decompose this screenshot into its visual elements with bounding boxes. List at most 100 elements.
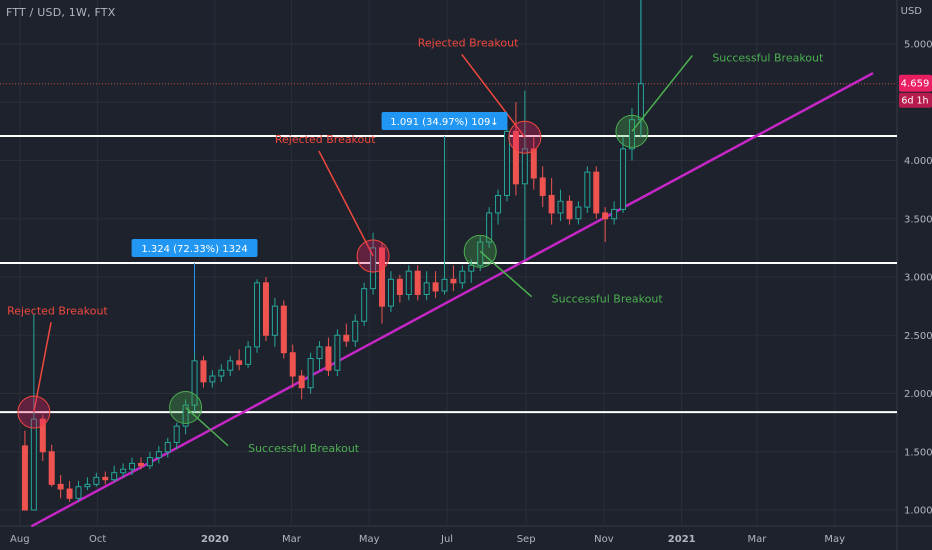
- candle-body: [146, 457, 153, 467]
- candles: [21, 0, 644, 511]
- candle-body: [379, 247, 386, 307]
- annotation-label: Rejected Breakout: [275, 133, 376, 146]
- annotation-arrow-line: [33, 322, 52, 413]
- candle-body: [441, 278, 448, 292]
- candle-body: [566, 200, 573, 220]
- candle-body: [512, 130, 519, 185]
- x-tick-label: 2020: [201, 534, 229, 545]
- x-tick-label: Sep: [517, 534, 536, 545]
- candle-body: [423, 282, 430, 295]
- candle-body: [620, 148, 627, 210]
- countdown-value: 6d 1h: [901, 96, 928, 107]
- candle-body: [218, 369, 225, 377]
- candle-body: [209, 375, 216, 383]
- candle-body: [503, 130, 510, 196]
- measure-label-box: [381, 112, 508, 131]
- x-tick-label: Nov: [594, 534, 614, 545]
- candle-body: [102, 476, 109, 481]
- candle-body: [584, 171, 591, 208]
- candle-body: [227, 360, 234, 371]
- last-price-tag: [899, 74, 932, 92]
- candle-body: [155, 451, 162, 459]
- candle-body: [182, 404, 189, 427]
- y-tick-label: 2.000: [904, 389, 932, 400]
- annotation-label: Successful Breakout: [712, 51, 824, 64]
- candle-body: [254, 282, 261, 348]
- successful-breakout-circle: [463, 234, 497, 268]
- candle-body: [30, 418, 37, 511]
- candle-body: [236, 360, 243, 365]
- candle-body: [450, 278, 457, 284]
- candle-body: [557, 200, 564, 214]
- candle-body: [298, 375, 305, 389]
- measure-label-box: [131, 239, 258, 258]
- candle-body: [39, 418, 46, 453]
- candle-body: [530, 148, 537, 179]
- candle-body: [593, 171, 600, 214]
- candle-body: [129, 462, 136, 470]
- x-tick-label: Oct: [89, 534, 106, 545]
- candle-body: [548, 194, 555, 214]
- countdown-tag: [899, 92, 932, 108]
- rejected-breakout-circle: [356, 239, 390, 273]
- annotation-label: Rejected Breakout: [418, 36, 519, 49]
- last-price-value: 4.659: [901, 79, 930, 90]
- candle-body: [575, 206, 582, 220]
- candle-body: [495, 194, 502, 214]
- candle-body: [120, 468, 127, 474]
- currency-label: USD: [900, 6, 922, 17]
- candle-body: [245, 346, 252, 365]
- candle-body: [137, 462, 144, 467]
- rejected-breakout-circle: [17, 395, 51, 429]
- successful-breakout-circle: [615, 114, 649, 148]
- candle-body: [325, 346, 332, 371]
- y-tick-label: 3.500: [904, 214, 932, 225]
- y-tick-label: 3.000: [904, 273, 932, 284]
- annotation-arrow-line: [318, 150, 374, 257]
- x-tick-label: Mar: [282, 534, 302, 545]
- candle-body: [173, 425, 180, 443]
- candle-body: [191, 360, 198, 406]
- candle-body: [405, 270, 412, 295]
- x-tick-label: Mar: [748, 534, 768, 545]
- candle-body: [111, 472, 118, 481]
- x-tick-label: Jul: [440, 534, 453, 545]
- annotation-arrow-line: [185, 406, 229, 447]
- candle-body: [628, 119, 635, 150]
- candle-body: [75, 486, 82, 499]
- candle-body: [637, 83, 644, 121]
- candle-body: [361, 288, 368, 322]
- annotation-arrow-line: [479, 250, 533, 298]
- x-tick-label: May: [359, 534, 380, 545]
- candle-body: [307, 358, 314, 389]
- y-tick-label: 1.500: [904, 447, 932, 458]
- candle-body: [21, 445, 28, 511]
- measure-label-text: 1.091 (34.97%) 109↓: [390, 117, 498, 128]
- candle-body: [164, 441, 171, 453]
- candle-body: [539, 177, 546, 196]
- x-tick-label: May: [824, 534, 845, 545]
- successful-breakout-circle: [169, 390, 203, 424]
- candle-body: [57, 483, 64, 490]
- symbol-title[interactable]: FTT / USD, 1W, FTX: [6, 6, 116, 19]
- candle-body: [611, 208, 618, 220]
- candle-body: [432, 282, 439, 292]
- candle-body: [93, 476, 100, 485]
- candle-body: [200, 360, 207, 383]
- candle-body: [316, 346, 323, 360]
- annotation-arrow-line: [461, 53, 526, 138]
- rejected-breakout-circle: [508, 120, 542, 154]
- candle-body: [343, 334, 350, 342]
- candle-body: [459, 270, 466, 284]
- candle-body: [387, 278, 394, 307]
- x-tick-label: 2021: [668, 534, 696, 545]
- candle-body: [486, 212, 493, 243]
- annotation-label: Successful Breakout: [552, 293, 664, 306]
- trendline: [30, 72, 874, 528]
- annotation-label: Successful Breakout: [248, 442, 360, 455]
- candle-body: [262, 282, 269, 336]
- y-tick-label: 2.500: [904, 331, 932, 342]
- candle-body: [602, 212, 609, 220]
